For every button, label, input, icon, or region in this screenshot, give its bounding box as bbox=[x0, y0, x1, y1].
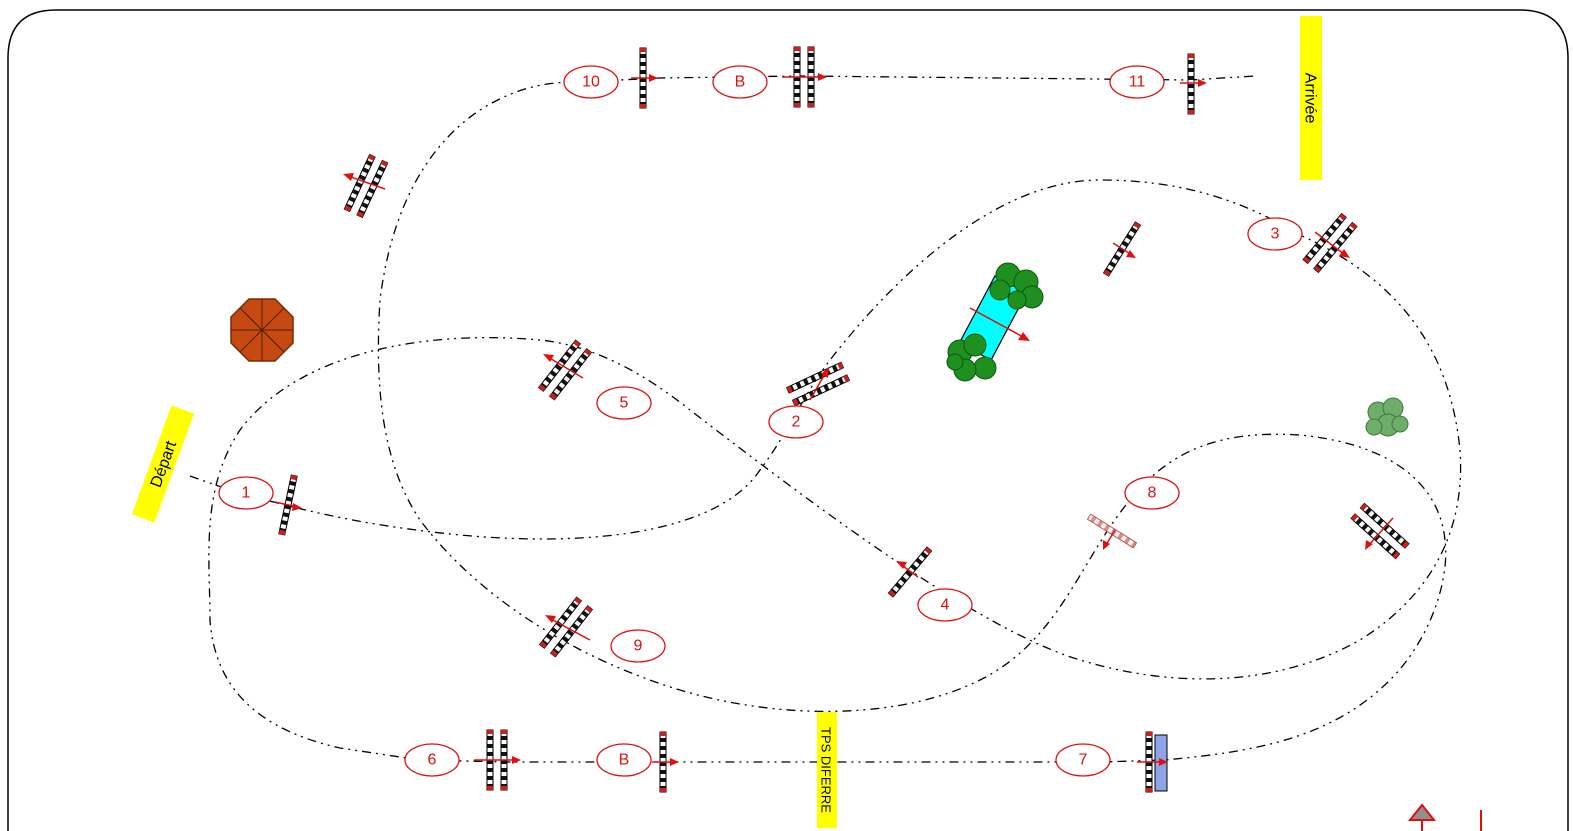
label-9: 9 bbox=[610, 629, 666, 663]
fence-extra-top-left-arrow bbox=[343, 173, 386, 190]
bush-icon bbox=[1365, 397, 1409, 437]
label-7: 7 bbox=[1055, 743, 1111, 777]
fence-9-arrow bbox=[545, 615, 591, 641]
course-route-line bbox=[189, 179, 1462, 763]
fence-extra-center-right-arrow bbox=[1112, 242, 1136, 258]
north-arrow-icon bbox=[1407, 803, 1482, 831]
label-11: 11 bbox=[1109, 65, 1165, 99]
tps-differe-sign: TPS DIFERRE bbox=[817, 712, 837, 828]
svg-text:B: B bbox=[735, 74, 746, 91]
label-b-top: B bbox=[712, 65, 768, 99]
svg-text:11: 11 bbox=[1129, 74, 1146, 91]
fence-5 bbox=[538, 339, 592, 401]
label-6: 6 bbox=[404, 743, 460, 777]
fence-8 bbox=[1086, 513, 1138, 549]
svg-text:6: 6 bbox=[428, 752, 437, 769]
fence-10-arrow bbox=[631, 74, 658, 82]
fence-6-arrow bbox=[474, 756, 521, 764]
fence-extra-top-left bbox=[343, 154, 389, 218]
label-1: 1 bbox=[218, 476, 274, 510]
svg-text:3: 3 bbox=[1271, 226, 1280, 243]
course-route-line-2 bbox=[377, 75, 1446, 712]
arena-border bbox=[7, 9, 1569, 831]
svg-text:5: 5 bbox=[620, 395, 629, 412]
arrivee-label: Arrivée bbox=[1302, 73, 1319, 124]
svg-text:1: 1 bbox=[242, 485, 251, 502]
label-2: 2 bbox=[768, 405, 824, 439]
fence-5-arrow bbox=[543, 354, 584, 379]
fence-1-arrow bbox=[274, 501, 302, 511]
tree-icon bbox=[989, 262, 1044, 310]
fence-3-arrow bbox=[1314, 231, 1350, 258]
fence-4-arrow bbox=[896, 561, 919, 578]
label-3: 3 bbox=[1247, 217, 1303, 251]
fence-extra-right bbox=[1350, 502, 1410, 560]
fence-b-top-arrow bbox=[782, 73, 827, 81]
fence-8-arrow bbox=[1103, 529, 1116, 550]
fence-2 bbox=[786, 361, 850, 407]
arrivee-sign: Arrivée bbox=[1300, 16, 1322, 180]
label-4: 4 bbox=[917, 588, 973, 622]
fence-11-arrow bbox=[1180, 79, 1207, 87]
fence-extra-right-arrow bbox=[1365, 517, 1394, 550]
svg-text:2: 2 bbox=[792, 414, 801, 431]
tps-differe-label: TPS DIFERRE bbox=[819, 727, 834, 813]
wall-7-arrow bbox=[1137, 758, 1168, 766]
label-5: 5 bbox=[596, 386, 652, 420]
label-b-bottom: B bbox=[596, 743, 652, 777]
label-8: 8 bbox=[1124, 476, 1180, 510]
svg-text:9: 9 bbox=[634, 638, 643, 655]
svg-text:B: B bbox=[619, 752, 630, 769]
depart-sign: Départ bbox=[131, 405, 195, 523]
svg-text:10: 10 bbox=[582, 74, 600, 91]
fence-2-arrow bbox=[809, 367, 829, 401]
umbrella-icon bbox=[230, 298, 294, 362]
svg-text:8: 8 bbox=[1148, 485, 1157, 502]
tree-icon-2 bbox=[946, 333, 997, 382]
label-10: 10 bbox=[563, 65, 619, 99]
svg-text:4: 4 bbox=[941, 597, 950, 614]
fence-11 bbox=[1187, 53, 1195, 115]
svg-text:7: 7 bbox=[1079, 752, 1088, 769]
fence-b-bottom-arrow bbox=[652, 758, 679, 766]
